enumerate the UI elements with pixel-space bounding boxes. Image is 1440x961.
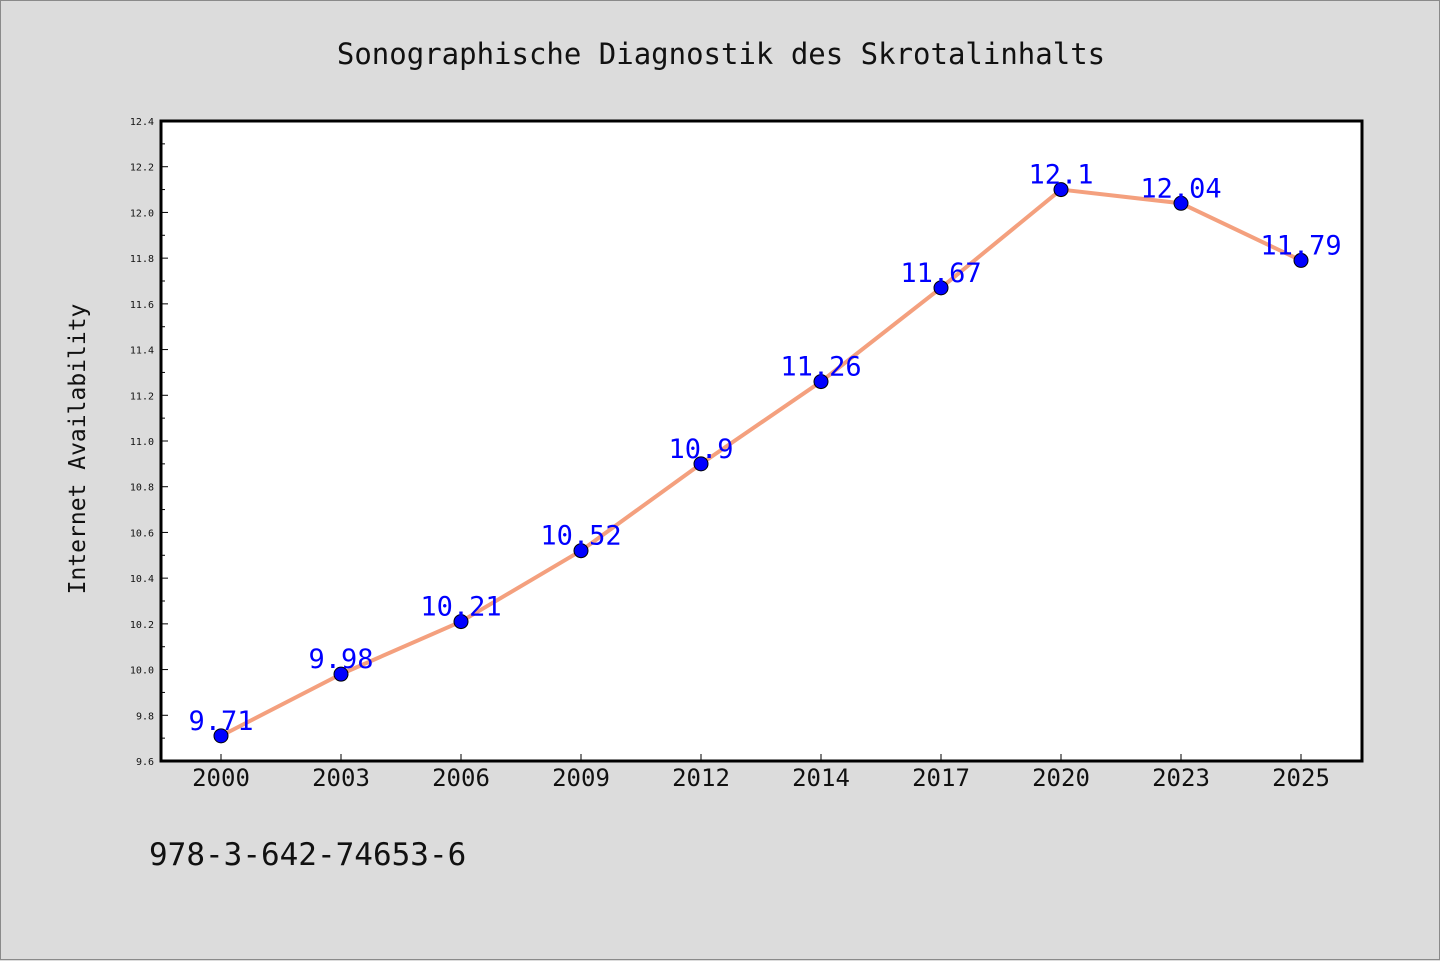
data-label: 12.04 <box>1140 173 1221 204</box>
y-tick-label: 12.2 <box>130 163 154 174</box>
x-tick-label: 2012 <box>672 764 730 792</box>
data-point <box>933 280 949 296</box>
x-tick-label: 2025 <box>1272 764 1330 792</box>
data-label: 9.98 <box>308 644 373 675</box>
x-tick-label: 2020 <box>1032 764 1090 792</box>
x-tick-label: 2017 <box>912 764 970 792</box>
data-point <box>573 543 589 559</box>
data-label: 11.79 <box>1260 230 1341 261</box>
x-tick-label: 2009 <box>552 764 610 792</box>
chart-title: Sonographische Diagnostik des Skrotalinh… <box>337 37 1105 71</box>
y-tick-label: 11.6 <box>130 300 154 311</box>
data-point <box>1173 195 1189 211</box>
data-point <box>1293 252 1309 268</box>
data-label: 11.67 <box>900 258 981 289</box>
data-point <box>213 728 229 744</box>
y-tick-label: 9.8 <box>136 711 154 722</box>
series-line <box>219 187 1303 738</box>
y-tick-label: 9.6 <box>136 757 154 768</box>
y-tick-label: 11.4 <box>130 346 154 357</box>
y-tick-label: 10.4 <box>130 574 154 585</box>
data-point <box>813 374 829 390</box>
plot-area <box>159 119 1364 763</box>
x-tick-label: 2006 <box>432 764 490 792</box>
data-point <box>453 614 469 630</box>
data-point <box>1053 182 1069 198</box>
y-tick-label: 10.2 <box>130 620 154 631</box>
x-tick-label: 2003 <box>312 764 370 792</box>
data-label: 12.1 <box>1028 160 1093 191</box>
y-tick-label: 11.0 <box>130 437 154 448</box>
y-tick-label: 12.0 <box>130 208 154 219</box>
data-label: 10.21 <box>420 592 501 623</box>
x-tick-label: 2014 <box>792 764 850 792</box>
data-label: 11.26 <box>780 352 861 383</box>
y-tick-label: 10.6 <box>130 528 154 539</box>
series-group: 9.71 9.98 10.21 10.52 10.9 11.26 11.67 12.1 12.0… <box>188 160 1342 744</box>
y-tick-label: 12.4 <box>130 117 154 128</box>
data-point <box>693 456 709 472</box>
x-axis-ticks: 2000 2003 2006 2009 2012 2014 2017 2020 2023 2025 <box>192 754 1330 792</box>
y-tick-label: 11.8 <box>130 254 154 265</box>
x-tick-label: 2023 <box>1152 764 1210 792</box>
y-tick-label: 11.2 <box>130 391 154 402</box>
y-axis-ticks: 9.6 9.8 10.0 10.2 10.4 10.6 10.8 11.0 11.2 11.4 11… <box>130 117 168 768</box>
data-point <box>333 666 349 682</box>
isbn-text: 978-3-642-74653-6 <box>149 837 466 873</box>
x-tick-label: 2000 <box>192 764 250 792</box>
data-label: 10.9 <box>668 434 733 465</box>
y-tick-label: 10.0 <box>130 666 154 677</box>
data-label: 10.52 <box>540 521 621 552</box>
data-label: 9.71 <box>188 706 253 737</box>
y-tick-label: 10.8 <box>130 483 154 494</box>
y-axis-label: Internet Availability <box>65 304 91 595</box>
